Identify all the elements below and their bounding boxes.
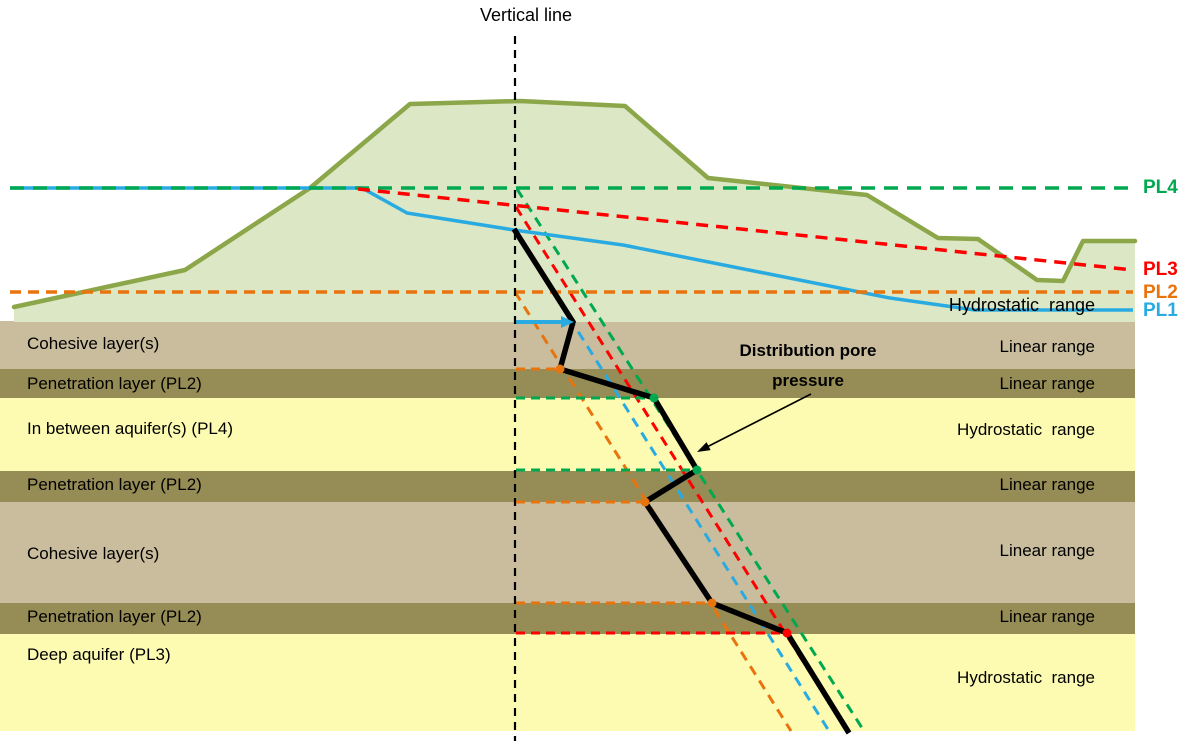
layer-label-penetration-2: Penetration layer (PL2)	[27, 475, 202, 494]
node-dot-red-633	[782, 628, 792, 638]
node-dot-green-398	[649, 393, 659, 403]
distribution-pore-pressure-label: Distribution pore pressure	[739, 341, 877, 390]
layer-label-cohesive-1: Cohesive layer(s)	[27, 334, 160, 353]
node-dot-orange-603	[707, 598, 717, 608]
layer-label-penetration-3: Penetration layer (PL2)	[27, 607, 202, 626]
range-label-penetration-2: Linear range	[999, 475, 1095, 494]
hydrostatic-range-top-label: Hydrostatic range	[948, 295, 1095, 315]
annotation-arrowhead-icon	[697, 442, 711, 452]
pl2-label: PL2	[1143, 282, 1178, 303]
node-dot-orange-369	[555, 364, 565, 374]
layer-band-aquifer-pl4	[0, 398, 1135, 471]
pl3-line	[357, 187, 1134, 272]
range-label-penetration-1: Linear range	[999, 374, 1095, 393]
vertical-line-title: Vertical line	[479, 5, 573, 25]
pl1-phreatic-line	[10, 186, 1133, 312]
pl4-label: PL4	[1143, 177, 1178, 198]
pl3-label: PL3	[1143, 259, 1178, 280]
range-label-aquifer-pl4: Hydrostatic range	[957, 420, 1095, 439]
pl1-head-arrow	[516, 316, 574, 328]
range-label-cohesive-2: Linear range	[999, 541, 1095, 560]
layer-band-deep-aquifer	[0, 634, 1135, 731]
head-node-dots	[555, 364, 792, 638]
node-dot-green-470	[692, 465, 702, 475]
layer-band-penetration-3	[0, 603, 1135, 634]
layer-band-cohesive-2	[0, 502, 1135, 603]
soil-layers	[0, 321, 1135, 731]
annotation-arrow-shaft	[702, 393, 812, 450]
layer-label-deep-aquifer: Deep aquifer (PL3)	[27, 645, 171, 664]
layer-label-penetration-1: Penetration layer (PL2)	[27, 374, 202, 393]
layer-label-cohesive-2: Cohesive layer(s)	[27, 544, 160, 563]
terrain-surface-line	[11, 98, 1138, 310]
range-label-cohesive-1: Linear range	[999, 337, 1095, 356]
node-dot-orange-502	[640, 497, 650, 507]
pl1-head-arrowhead-icon	[561, 316, 574, 328]
gradient-line-pl4-green	[515, 188, 866, 732]
range-label-penetration-3: Linear range	[999, 607, 1095, 626]
pl1-label: PL1	[1143, 300, 1178, 321]
annotation-arrow	[697, 393, 812, 452]
terrain-fill	[14, 101, 1135, 322]
layer-label-aquifer-pl4: In between aquifer(s) (PL4)	[27, 419, 233, 438]
gradient-line-pl1-blue	[513, 230, 831, 732]
boundary-head-connectors	[516, 367, 783, 635]
layer-band-penetration-2	[0, 471, 1135, 502]
range-label-deep-aquifer: Hydrostatic range	[957, 668, 1095, 687]
